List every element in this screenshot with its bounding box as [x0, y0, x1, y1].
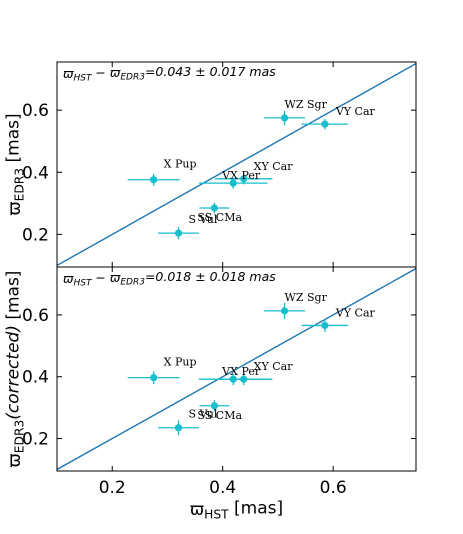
point-marker: [229, 375, 237, 383]
y-tick-label: 0.4: [22, 368, 49, 388]
panel-annotation: ϖHST − ϖEDR3=0.018 ± 0.018 mas: [63, 269, 276, 289]
point-label: X Pup: [164, 158, 197, 171]
data-point-wz-sgr: WZ Sgr: [264, 98, 328, 126]
point-label: XY Car: [254, 360, 294, 373]
point-marker: [150, 176, 158, 184]
point-marker: [174, 229, 183, 237]
data-point-s-vul: S Vul: [158, 213, 218, 240]
y-axis-label: ϖEDR3 [mas]: [4, 113, 27, 215]
x-tick-label: 0.6: [320, 478, 347, 498]
panel-annotation: ϖHST − ϖEDR3=0.043 ± 0.017 mas: [63, 64, 276, 84]
y-tick-label: 0.6: [22, 306, 49, 326]
point-label: VY Car: [335, 105, 376, 118]
point-label: S Vul: [189, 213, 218, 226]
point-label: VX Per: [221, 169, 261, 182]
point-marker: [174, 424, 183, 432]
y-tick-label: 0.6: [22, 101, 49, 121]
x-tick-label: 0.4: [209, 478, 236, 498]
point-label: XY Car: [254, 160, 294, 173]
x-axis-label: ϖHST [mas]: [190, 499, 283, 522]
y-tick-label: 0.2: [22, 225, 49, 245]
point-label: X Pup: [164, 356, 197, 369]
point-marker: [240, 175, 248, 183]
data-point-wz-sgr: WZ Sgr: [264, 291, 328, 319]
y-axis-label: ϖEDR3(corrected) [mas]: [4, 271, 27, 468]
point-marker: [210, 204, 219, 212]
point-label: SS CMa: [197, 409, 242, 422]
reference-line: [57, 62, 416, 267]
point-label: SS CMa: [197, 211, 242, 224]
reference-line: [57, 267, 416, 471]
point-marker: [210, 402, 219, 410]
y-tick-label: 0.2: [22, 430, 49, 450]
point-label: WZ Sgr: [285, 291, 328, 304]
data-point-vy-car: VY Car: [301, 105, 376, 130]
data-point-vx-per: VX Per: [198, 365, 268, 386]
point-marker: [229, 179, 237, 187]
data-point-s-vul: S Vul: [158, 408, 218, 436]
axes-frame: [56, 266, 417, 472]
data-point-ss-cma: SS CMa: [197, 400, 242, 422]
data-point-vx-per: VX Per: [198, 169, 268, 189]
point-label: S Vul: [189, 408, 218, 421]
point-marker: [321, 321, 329, 330]
point-label: VX Per: [221, 365, 261, 378]
point-label: WZ Sgr: [285, 98, 328, 111]
data-point-vy-car: VY Car: [301, 306, 376, 332]
point-marker: [280, 114, 289, 122]
y-tick-label: 0.4: [22, 163, 49, 183]
data-point-ss-cma: SS CMa: [197, 202, 242, 224]
data-point-x-pup: X Pup: [127, 356, 197, 385]
x-tick-label: 0.2: [99, 478, 126, 498]
point-marker: [321, 120, 329, 128]
point-marker: [280, 307, 289, 315]
point-label: VY Car: [335, 306, 376, 319]
data-point-xy-car: XY Car: [214, 160, 294, 185]
point-marker: [150, 374, 158, 382]
data-point-x-pup: X Pup: [127, 158, 197, 186]
